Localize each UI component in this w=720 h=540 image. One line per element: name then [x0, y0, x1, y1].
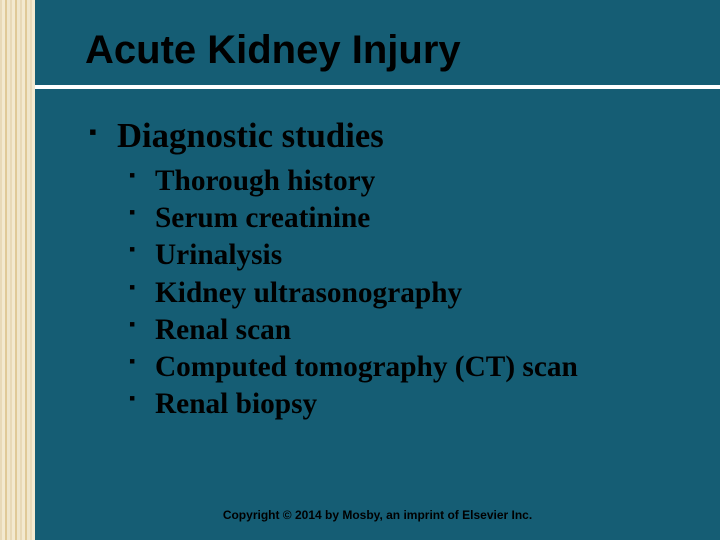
- copyright-footer: Copyright © 2014 by Mosby, an imprint of…: [35, 508, 720, 522]
- bullet-item: Renal scan: [129, 313, 680, 348]
- slide-title: Acute Kidney Injury: [35, 0, 720, 85]
- bullet-item: Serum creatinine: [129, 201, 680, 236]
- bullet-item: Urinalysis: [129, 238, 680, 273]
- decorative-stripe: [0, 0, 35, 540]
- bullet-item: Computed tomography (CT) scan: [129, 350, 680, 385]
- slide-body: Diagnostic studies Thorough historySerum…: [35, 89, 720, 422]
- bullet-item: Renal biopsy: [129, 387, 680, 422]
- content-area: Acute Kidney Injury Diagnostic studies T…: [35, 0, 720, 540]
- bullet-list: Thorough historySerum creatinineUrinalys…: [89, 164, 680, 422]
- bullet-item: Kidney ultrasonography: [129, 276, 680, 311]
- bullet-item: Thorough history: [129, 164, 680, 199]
- slide: Acute Kidney Injury Diagnostic studies T…: [0, 0, 720, 540]
- heading-bullet: Diagnostic studies: [89, 117, 680, 156]
